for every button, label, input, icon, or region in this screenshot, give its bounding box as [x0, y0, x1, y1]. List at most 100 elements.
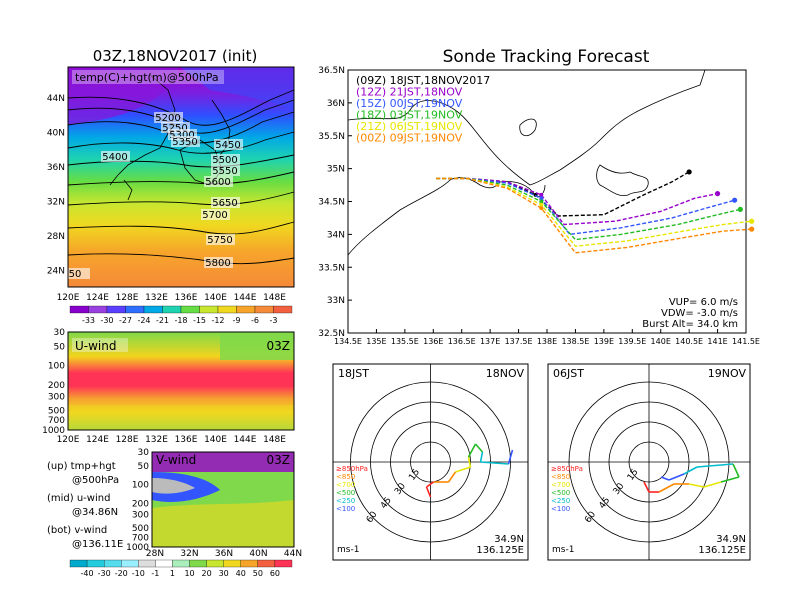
- track-legend-item: (00Z) 09JST,19NOV: [356, 132, 463, 145]
- track-endpoint: [686, 169, 692, 175]
- hodograph-segment: [507, 449, 514, 465]
- pressure-level-label: <100: [336, 505, 355, 513]
- hodograph-date: 19NOV: [708, 367, 747, 380]
- tracking-map: 36.5N 36N 35.5N 35N 34.5N 34N 33.5N 33N 32.5N 13…: [318, 66, 760, 346]
- colorbar-cell: [189, 559, 207, 568]
- legend-bot-1: (bot) v-wind: [47, 525, 107, 536]
- hodograph-segment: [425, 486, 432, 498]
- colorbar-tick: -40: [81, 569, 94, 578]
- lat-tick: 40N: [249, 549, 267, 559]
- lon-tick: 124E: [86, 435, 109, 445]
- pressure-level-label: <850: [551, 473, 570, 481]
- pressure-level-label: <250: [336, 497, 355, 505]
- lon-tick: 137.5E: [505, 337, 533, 346]
- lon-tick: 134.5E: [334, 337, 362, 346]
- lat-tick: 33.5N: [318, 263, 345, 273]
- vwind-label: V-wind: [156, 453, 196, 467]
- colorbar-cell: [104, 559, 122, 568]
- pressure-tick: 100: [132, 481, 149, 491]
- legend-bot-2: @136.11E: [72, 539, 123, 550]
- lon-tick: 140E: [651, 337, 671, 346]
- lon-tick: 141E: [707, 337, 727, 346]
- hodograph-segment: [732, 463, 740, 478]
- lat-tick: 40N: [47, 129, 65, 139]
- cold-core: [68, 67, 180, 125]
- lat-tick: 24N: [47, 267, 65, 277]
- track-endpoint: [749, 218, 755, 224]
- hodograph-segment: [479, 451, 484, 463]
- lon-tick: 136E: [175, 293, 198, 303]
- lat-tick: 32N: [47, 198, 65, 208]
- pressure-tick: 100: [48, 362, 65, 372]
- lat-tick: 32.5N: [318, 329, 345, 339]
- contour-label: 5700: [202, 210, 227, 221]
- hodograph-segment: [688, 483, 705, 488]
- hodograph-lon: 136.125E: [698, 545, 746, 556]
- colorbar-cell: [143, 305, 163, 314]
- hodograph-lat: 34.9N: [716, 534, 746, 545]
- track-burst-point: [539, 206, 544, 211]
- pressure-level-label: <500: [551, 489, 570, 497]
- contour-label: 5600: [205, 177, 230, 188]
- colorbar-cell: [223, 559, 241, 568]
- panel-legend: (up) tmp+hgt @500hPa (mid) u-wind @34.86…: [47, 461, 123, 550]
- colorbar-cell: [121, 559, 139, 568]
- colorbar-tick: 20: [202, 569, 212, 578]
- vdw-label: VDW= -3.0 m/s: [661, 308, 738, 319]
- tracking-coast: [347, 69, 706, 256]
- colorbar-tick: -30: [98, 569, 111, 578]
- colorbar-tick: 50: [253, 569, 263, 578]
- colorbar-cell: [257, 559, 276, 568]
- lat-tick: 36N: [327, 99, 345, 109]
- hodograph-segment: [668, 473, 685, 481]
- lon-tick: 138.5E: [561, 337, 589, 346]
- contour-label: 5750: [207, 235, 232, 246]
- lon-tick: 140.5E: [675, 337, 703, 346]
- colorbar-cell: [236, 305, 256, 314]
- pressure-level-label: ≥850hPa: [551, 465, 583, 473]
- lon-tick: 128E: [116, 435, 139, 445]
- hodograph-segment: [643, 481, 650, 493]
- hodograph-segment: [455, 466, 471, 473]
- pressure-tick: 50: [54, 342, 66, 352]
- track-endpoint: [732, 197, 738, 203]
- uwind-lon-ticks: 120E 124E 128E 132E 136E 140E 144E 148E: [57, 435, 287, 445]
- colorbar-tick: 40: [236, 569, 246, 578]
- hodograph-segment: [660, 476, 670, 481]
- tracks: [436, 169, 755, 254]
- lat-tick: 28N: [47, 232, 65, 242]
- colorbar-cell: [106, 305, 126, 314]
- colorbar-cell: [180, 305, 200, 314]
- track-line: [436, 177, 752, 254]
- pressure-level-label: <700: [336, 481, 355, 489]
- hodograph-segment: [703, 481, 722, 488]
- colorbar-tick: -3: [270, 316, 278, 325]
- colorbar-cell: [162, 305, 182, 314]
- vup-label: VUP= 6.0 m/s: [669, 297, 738, 308]
- left-panel-title: 03Z,18NOV2017 (init): [93, 47, 258, 65]
- lat-tick: 44N: [284, 549, 302, 559]
- hodograph-segment: [658, 483, 675, 493]
- lat-tick: 35N: [327, 165, 345, 175]
- lon-tick: 137E: [480, 337, 500, 346]
- pressure-level-label: <850: [336, 473, 355, 481]
- vwind-lat-ticks: 28N 32N 36N 40N 44N: [146, 549, 302, 559]
- hodograph-segment: [474, 443, 484, 453]
- legend-mid-1: (mid) u-wind: [47, 493, 110, 504]
- lon-tick: 140E: [204, 293, 227, 303]
- pressure-tick: 1000: [126, 543, 149, 553]
- map-lat-ticks: 44N 40N 36N 32N 28N 24N: [47, 94, 65, 277]
- lat-tick: 36N: [47, 163, 65, 173]
- contour-label: 5500: [212, 155, 237, 166]
- colorbar-tick: -18: [174, 316, 187, 325]
- colorbar-tick: -20: [115, 569, 128, 578]
- colorbar-cell: [199, 305, 219, 314]
- colorbar-tick: 1: [170, 569, 175, 578]
- track-endpoint: [737, 206, 743, 212]
- lon-tick: 135E: [366, 337, 386, 346]
- contour-label: 5650: [212, 198, 237, 209]
- colorbar-tick: 10: [184, 569, 194, 578]
